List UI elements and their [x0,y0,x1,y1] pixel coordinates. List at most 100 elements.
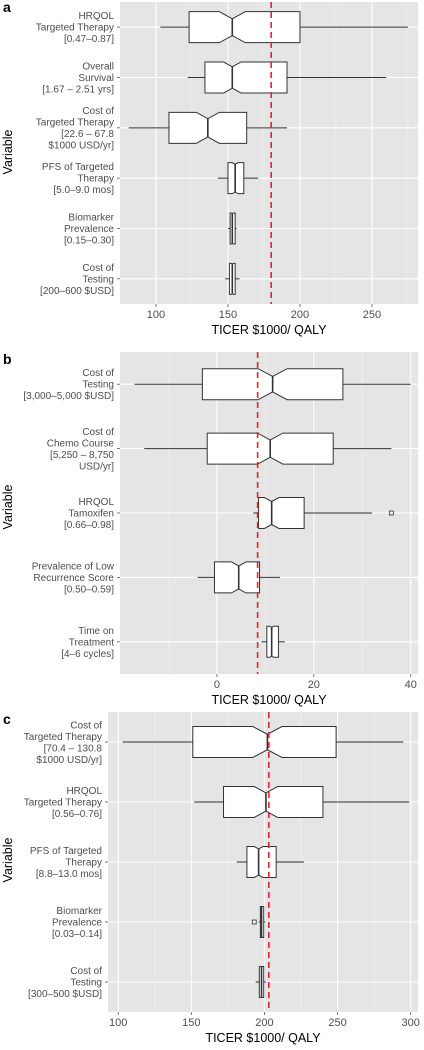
panel-label: a [3,0,11,15]
category-label-line: Cost of [82,106,114,117]
category-label-line: Prevalence [52,918,102,929]
category-label: PFS of Targeted Therapy [8.8–13.0 mos] [30,846,102,880]
category-label-line: [8.8–13.0 mos] [36,869,102,880]
category-label: Cost of Targeted Therapy [22.6 – 67.8 $1000… [36,106,115,152]
category-label: Cost of Testing [300–500 $USD] [28,966,102,1000]
category-label-line: Cost of [82,427,114,438]
category-label-line: Prevalence [64,224,114,235]
category-label-line: [4–6 cycles] [61,649,114,660]
x-axis-title: TICER $1000/ QALY [211,323,327,337]
plot-background [120,2,418,304]
x-tick-label: 0 [214,679,220,691]
box-body [204,61,288,94]
category-label-line: [200–600 $USD] [40,286,114,297]
category-label-line: Time on [78,626,114,637]
box-body [266,625,279,658]
x-axis-title: TICER $1000/ QALY [205,1031,321,1045]
category-label-line: $1000 USD/yr] [36,755,102,766]
category-label-line: HRQOL [78,11,114,22]
category-label-line: HRQOL [78,497,114,508]
x-tick-label: 40 [405,679,417,691]
y-axis-title: Variable [1,484,15,529]
category-label-line: PFS of Targeted [30,846,102,857]
box-body [213,561,261,594]
x-tick-label: 100 [109,1017,127,1029]
box-2 [128,111,287,144]
box-4 [255,966,266,998]
category-label: Prevalence of Low Recurrence Score [0.50–0… [32,561,115,595]
outlier-point [251,919,257,925]
box-body [246,846,277,878]
category-label-line: HRQOL [66,786,102,797]
category-label: Cost of Chemo Course [5,250 – 8,750 USD/yr] [47,427,115,473]
category-label-line: Cost of [82,263,114,274]
category-label-line: Treatment [69,637,114,648]
box-1 [194,786,410,818]
category-label-line: [0.66–0.98] [64,520,114,531]
category-label: Cost of Testing [200–600 $USD] [40,263,114,297]
box-4 [227,212,237,245]
box-5 [225,262,240,295]
category-label-line: [0.03–0.14] [52,929,102,940]
category-label-line: PFS of Targeted [42,162,114,173]
category-label-line: [0.50–0.59] [64,584,114,595]
x-tick-label: 300 [402,1017,420,1029]
box-body [258,497,305,529]
category-label-line: Chemo Course [47,438,115,449]
category-label: Biomarker Prevalence [0.03–0.14] [52,906,103,940]
category-label-line: Prevalence of Low [32,561,115,572]
category-label-line: Targeted Therapy [36,118,114,129]
box-body [223,786,324,818]
x-tick-label: 150 [219,309,237,321]
x-tick-label: 100 [147,309,165,321]
category-label-line: Recurrence Score [33,573,114,584]
category-label-line: USD/yr] [79,461,114,472]
panel-label: b [3,351,12,367]
category-label-line: [300–500 $USD] [28,989,102,1000]
x-tick-label: 150 [182,1017,200,1029]
category-label-line: Testing [82,274,114,285]
panel-b: Cost of Testing [3,000–5,000 $USD]Cost of C… [1,351,418,707]
category-label-line: Testing [70,978,102,989]
category-label-line: Cost of [70,966,102,977]
panel-c: Cost of Targeted Therapy [70.4 – 130.8 $100… [1,711,420,1045]
category-label: HRQOL Targeted Therapy [0.47–0.87] [36,11,115,45]
category-label-line: Targeted Therapy [24,732,102,743]
box-1 [144,432,392,465]
y-axis-title: Variable [1,129,15,174]
y-axis-title: Variable [1,837,15,882]
outlier-point [388,510,394,516]
box-3 [197,561,280,594]
x-tick-label: 200 [255,1017,273,1029]
category-label: Biomarker Prevalence [0.15–0.30] [64,213,115,247]
category-label: Overall Survival [1.67 – 2.51 yrs] [42,62,114,96]
box-3 [217,162,259,195]
category-label: HRQOL Targeted Therapy [0.56–0.76] [24,786,103,820]
x-tick-label: 250 [363,309,381,321]
category-label-line: [0.47–0.87] [64,34,114,45]
x-tick-label: 250 [328,1017,346,1029]
category-label-line: [70.4 – 130.8 [44,743,103,754]
category-label: HRQOL Tamoxifen [0.66–0.98] [64,497,114,531]
x-tick-label: 20 [308,679,320,691]
category-label-line: Cost of [70,720,102,731]
category-label-line: [22.6 – 67.8 [61,129,114,140]
panel-label: c [3,711,11,727]
x-tick-label: 200 [291,309,309,321]
category-label-line: Biomarker [56,906,102,917]
category-label-line: Therapy [77,174,114,185]
category-label-line: $1000 USD/yr] [48,141,114,152]
box-0 [122,726,404,758]
category-label-line: Targeted Therapy [36,23,114,34]
category-label-line: Testing [82,380,114,391]
category-label-line: Survival [78,73,114,84]
category-label-line: Cost of [82,368,114,379]
box-0 [134,368,411,401]
x-axis-title: TICER $1000/ QALY [211,693,327,707]
category-label-line: Targeted Therapy [24,798,102,809]
category-label-line: [0.15–0.30] [64,236,114,247]
category-label-line: [0.56–0.76] [52,809,102,820]
box-2 [253,497,394,529]
